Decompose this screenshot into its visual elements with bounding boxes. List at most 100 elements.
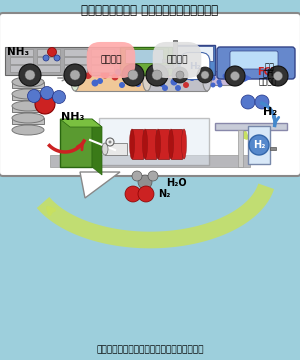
Text: NH₃: NH₃ bbox=[61, 112, 85, 122]
FancyBboxPatch shape bbox=[0, 13, 300, 176]
Circle shape bbox=[177, 73, 183, 79]
Circle shape bbox=[218, 82, 223, 87]
Circle shape bbox=[109, 140, 112, 144]
Circle shape bbox=[249, 135, 269, 155]
Circle shape bbox=[119, 82, 125, 88]
Ellipse shape bbox=[12, 77, 44, 87]
Ellipse shape bbox=[12, 113, 44, 123]
Ellipse shape bbox=[202, 65, 211, 91]
Circle shape bbox=[112, 73, 118, 81]
FancyBboxPatch shape bbox=[217, 47, 295, 79]
Circle shape bbox=[135, 81, 141, 87]
FancyBboxPatch shape bbox=[99, 118, 209, 165]
Bar bbox=[5, 47, 125, 75]
Circle shape bbox=[170, 78, 178, 86]
Ellipse shape bbox=[70, 65, 80, 91]
Bar bbox=[91, 65, 114, 72]
Circle shape bbox=[84, 71, 92, 79]
Circle shape bbox=[146, 64, 168, 86]
Bar bbox=[91, 57, 114, 64]
Circle shape bbox=[148, 171, 158, 181]
Circle shape bbox=[122, 64, 144, 86]
Circle shape bbox=[201, 71, 209, 79]
Ellipse shape bbox=[142, 65, 152, 91]
Bar bbox=[177, 46, 213, 61]
Text: FCV: FCV bbox=[257, 67, 279, 77]
Text: H₂: H₂ bbox=[189, 62, 201, 71]
Text: 図３　アンモニア水素ステーションの概念図: 図３ アンモニア水素ステーションの概念図 bbox=[96, 346, 204, 355]
Bar bbox=[12, 118, 44, 124]
Bar bbox=[248, 126, 270, 164]
Ellipse shape bbox=[142, 129, 148, 159]
Ellipse shape bbox=[12, 89, 44, 99]
Bar bbox=[175, 45, 215, 75]
Ellipse shape bbox=[155, 129, 160, 159]
Bar bbox=[105, 143, 127, 155]
Bar bbox=[75, 65, 147, 91]
Bar bbox=[37, 49, 60, 56]
Bar bbox=[12, 106, 44, 112]
Text: 分解装置: 分解装置 bbox=[100, 55, 122, 64]
Ellipse shape bbox=[182, 129, 187, 159]
Text: H₂O: H₂O bbox=[166, 178, 187, 188]
Circle shape bbox=[172, 67, 188, 83]
Circle shape bbox=[115, 69, 121, 75]
Circle shape bbox=[19, 64, 41, 86]
Polygon shape bbox=[92, 119, 102, 175]
Bar bbox=[145, 129, 156, 159]
Text: アンモニア分解･ 高純度水素供給システム: アンモニア分解･ 高純度水素供給システム bbox=[81, 4, 219, 17]
Text: 高純: 高純 bbox=[265, 63, 275, 72]
Bar bbox=[158, 129, 169, 159]
Circle shape bbox=[230, 72, 239, 81]
Circle shape bbox=[225, 66, 245, 86]
Circle shape bbox=[176, 71, 184, 79]
Text: H₂: H₂ bbox=[253, 140, 265, 150]
Bar bbox=[64, 49, 87, 56]
Bar bbox=[215, 123, 287, 130]
Circle shape bbox=[54, 55, 60, 61]
Circle shape bbox=[28, 90, 40, 103]
Ellipse shape bbox=[169, 129, 173, 159]
Bar bbox=[173, 40, 177, 75]
Circle shape bbox=[211, 82, 215, 87]
Circle shape bbox=[255, 95, 269, 109]
Bar bbox=[10, 57, 33, 64]
Bar bbox=[120, 47, 172, 75]
Circle shape bbox=[132, 171, 142, 181]
Circle shape bbox=[106, 138, 114, 146]
Circle shape bbox=[64, 64, 86, 86]
Bar bbox=[37, 57, 60, 64]
Circle shape bbox=[189, 75, 195, 81]
Circle shape bbox=[152, 72, 158, 80]
Circle shape bbox=[70, 70, 80, 80]
Polygon shape bbox=[60, 119, 102, 127]
Bar bbox=[147, 65, 207, 91]
Circle shape bbox=[35, 94, 55, 114]
Bar bbox=[171, 129, 182, 159]
Bar bbox=[64, 65, 87, 72]
Text: H₂: H₂ bbox=[263, 107, 277, 117]
Bar bbox=[60, 119, 92, 167]
Bar bbox=[12, 82, 44, 88]
Circle shape bbox=[165, 72, 171, 78]
Circle shape bbox=[25, 70, 35, 80]
Circle shape bbox=[162, 85, 168, 91]
Bar bbox=[10, 65, 33, 72]
Bar bbox=[125, 49, 163, 63]
Circle shape bbox=[223, 73, 227, 78]
Bar bbox=[238, 130, 243, 167]
Circle shape bbox=[159, 81, 165, 87]
Circle shape bbox=[127, 76, 133, 82]
Circle shape bbox=[211, 76, 215, 81]
Circle shape bbox=[128, 70, 138, 80]
Text: NH₃: NH₃ bbox=[7, 47, 29, 57]
Bar bbox=[37, 65, 60, 72]
Polygon shape bbox=[168, 47, 172, 75]
Circle shape bbox=[138, 186, 154, 202]
Ellipse shape bbox=[12, 125, 44, 135]
Bar bbox=[64, 57, 87, 64]
Circle shape bbox=[268, 66, 288, 86]
Polygon shape bbox=[80, 172, 120, 198]
Bar bbox=[162, 59, 173, 62]
Circle shape bbox=[47, 48, 56, 57]
